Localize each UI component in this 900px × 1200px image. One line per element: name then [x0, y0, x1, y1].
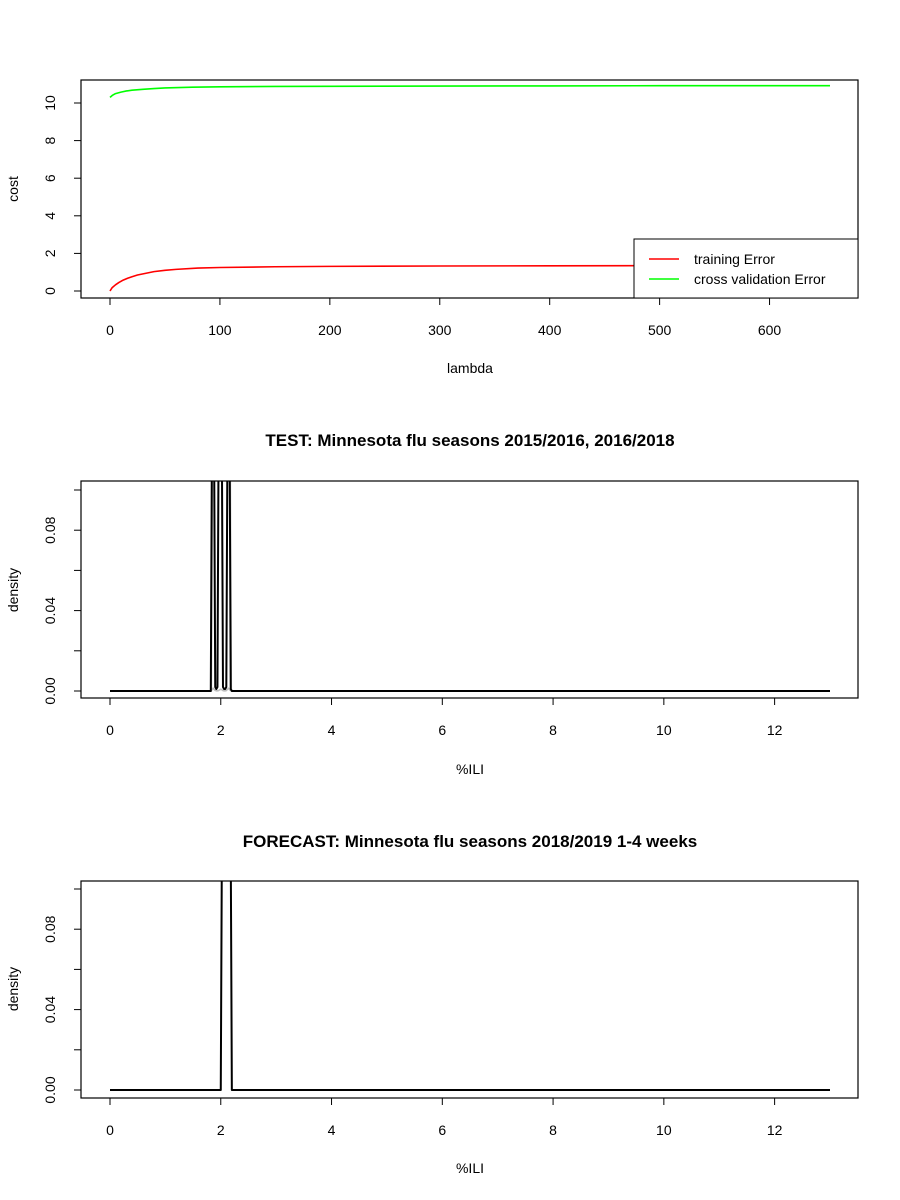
y-tick-label: 4 — [42, 212, 58, 220]
x-tick-label: 4 — [328, 722, 336, 738]
y-tick-label: 0.00 — [42, 1076, 58, 1103]
y-axis-label: cost — [5, 176, 21, 202]
chart-title: TEST: Minnesota flu seasons 2015/2016, 2… — [265, 431, 674, 450]
y-tick-label: 0.08 — [42, 915, 58, 942]
chart-title: FORECAST: Minnesota flu seasons 2018/201… — [243, 832, 697, 851]
test-density-panel: TEST: Minnesota flu seasons 2015/2016, 2… — [5, 431, 859, 777]
y-tick-label: 0 — [42, 287, 58, 295]
y-tick-label: 6 — [42, 174, 58, 182]
y-tick-label: 2 — [42, 249, 58, 257]
series-line-1 — [109, 264, 830, 292]
y-tick-label: 10 — [42, 95, 58, 111]
x-tick-label: 300 — [428, 322, 452, 338]
legend-label-cross-validation: cross validation Error — [694, 271, 826, 287]
x-tick-label: 0 — [106, 1122, 114, 1138]
x-tick-label: 0 — [106, 322, 114, 338]
x-tick-label: 2 — [217, 1122, 225, 1138]
y-tick-label: 8 — [42, 136, 58, 144]
series-line-1 — [110, 687, 830, 692]
x-axis-label: %ILI — [456, 1160, 484, 1176]
x-tick-label: 12 — [767, 1122, 783, 1138]
x-tick-label: 0 — [106, 722, 114, 738]
x-axis-label: %ILI — [456, 761, 484, 777]
x-tick-label: 500 — [648, 322, 672, 338]
y-tick-label: 0.08 — [42, 516, 58, 543]
x-tick-label: 6 — [438, 1122, 446, 1138]
y-tick-label: 0.04 — [42, 996, 58, 1023]
series-line-3 — [110, 481, 830, 692]
y-tick-label: 0.00 — [42, 677, 58, 704]
plot-frame — [80, 480, 859, 699]
legend-label-training: training Error — [694, 251, 775, 267]
x-axis-label: lambda — [447, 360, 493, 376]
legend: training Error cross validation Error — [633, 238, 859, 299]
x-tick-label: 8 — [549, 1122, 557, 1138]
x-tick-label: 8 — [549, 722, 557, 738]
x-tick-label: 100 — [208, 322, 232, 338]
x-tick-label: 6 — [438, 722, 446, 738]
x-tick-label: 400 — [538, 322, 562, 338]
plot-frame — [80, 880, 859, 1099]
x-tick-label: 10 — [656, 1122, 672, 1138]
series-line-2 — [109, 84, 830, 98]
x-tick-label: 12 — [767, 722, 783, 738]
x-tick-label: 2 — [217, 722, 225, 738]
y-axis-label: density — [5, 568, 21, 612]
x-tick-label: 10 — [656, 722, 672, 738]
y-axis-label: density — [5, 967, 21, 1011]
x-tick-label: 200 — [318, 322, 342, 338]
y-tick-label: 0.04 — [42, 597, 58, 624]
forecast-density-panel: FORECAST: Minnesota flu seasons 2018/201… — [5, 832, 859, 1176]
series-line-1 — [110, 881, 830, 1091]
x-tick-label: 600 — [758, 322, 782, 338]
x-tick-label: 4 — [328, 1122, 336, 1138]
